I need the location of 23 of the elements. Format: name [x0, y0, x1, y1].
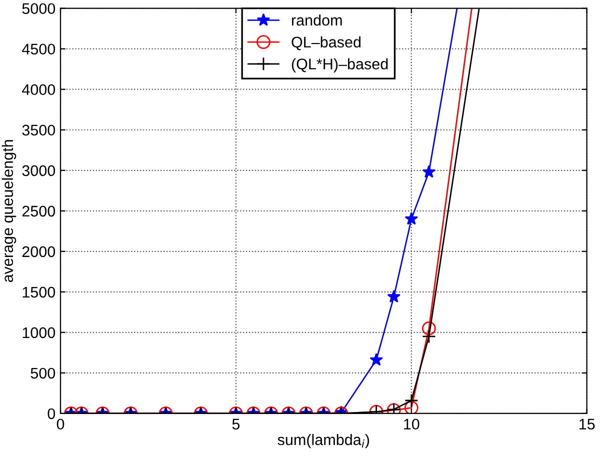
y-tick-label: 2000 [22, 246, 56, 258]
point [387, 290, 400, 303]
x-tick-label: 15 [580, 418, 595, 430]
legend-label: (QL*H)‒based [292, 58, 388, 72]
y-tick-label: 3500 [22, 124, 56, 136]
y-tick-label: 5000 [22, 3, 56, 14]
y-tick-label: 4500 [22, 44, 56, 55]
point [422, 165, 436, 178]
y-tick-label: 1000 [22, 327, 56, 338]
y-axis-title: average queuelength [2, 140, 16, 282]
legend-label: random [292, 14, 342, 26]
y-tick-label: 2500 [22, 206, 56, 217]
legend-label: QL‒based [292, 36, 360, 50]
point [404, 212, 418, 225]
y-tick-label: 0 [48, 408, 56, 420]
y-tick-label: 3000 [22, 165, 56, 176]
x-tick-label: 10 [404, 418, 420, 430]
x-tick-label: 0 [56, 418, 64, 430]
y-tick-label: 4000 [22, 84, 56, 96]
y-tick-label: 500 [30, 368, 56, 379]
y-tick-label: 1500 [22, 286, 56, 298]
x-tick-label: 5 [232, 418, 240, 430]
x-axis-title: sum(lambda$_{i}$) [278, 434, 370, 448]
